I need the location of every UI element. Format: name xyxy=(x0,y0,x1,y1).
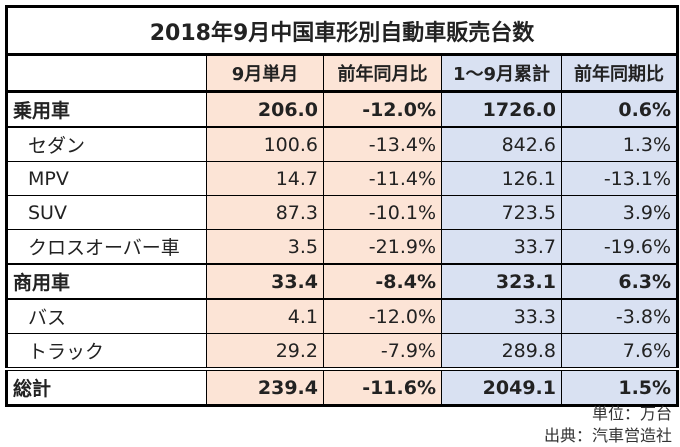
header-cumulative: 1～9月累計 xyxy=(441,53,562,93)
cell-value: -12.0% xyxy=(323,298,442,334)
cell-value: -12.0% xyxy=(323,90,442,128)
cell-value: 239.4 xyxy=(206,367,324,407)
cell-value: 2049.1 xyxy=(441,367,562,407)
source-note: 出典：汽車営造社 xyxy=(543,426,672,445)
cell-value: 100.6 xyxy=(206,126,324,162)
header-blank xyxy=(5,53,207,93)
cell-value: 1726.0 xyxy=(441,90,562,128)
cell-value: -8.4% xyxy=(323,263,442,300)
cell-value: 323.1 xyxy=(441,263,562,300)
cell-value: 33.3 xyxy=(441,298,562,334)
cell-value: 7.6% xyxy=(560,333,680,370)
cell-value: -10.1% xyxy=(323,195,442,230)
cell-value: 206.0 xyxy=(206,90,324,128)
unit-note: 単位：万台 xyxy=(591,404,672,423)
table-row: クロスオーバー車 3.5 -21.9% 33.7 -19.6% xyxy=(5,229,680,265)
cell-value: -11.6% xyxy=(323,367,442,407)
cell-value: -19.6% xyxy=(560,229,680,265)
cell-value: -7.9% xyxy=(323,333,442,370)
cell-value: 4.1 xyxy=(206,298,324,334)
table-row: 総計 239.4 -11.6% 2049.1 1.5% xyxy=(5,367,680,407)
cell-value: 842.6 xyxy=(441,126,562,162)
sales-table: 2018年9月中国車形別自動車販売台数 9月単月 前年同月比 1～9月累計 前年… xyxy=(4,5,680,407)
row-label: SUV xyxy=(5,195,207,230)
row-label: トラック xyxy=(5,333,207,370)
cell-value: 1.3% xyxy=(560,126,680,162)
table-row: SUV 87.3 -10.1% 723.5 3.9% xyxy=(5,195,680,230)
cell-value: 723.5 xyxy=(441,195,562,230)
cell-value: 87.3 xyxy=(206,195,324,230)
table-row: トラック 29.2 -7.9% 289.8 7.6% xyxy=(5,333,680,370)
cell-value: 14.7 xyxy=(206,161,324,196)
cell-value: -11.4% xyxy=(323,161,442,196)
cell-value: 33.4 xyxy=(206,263,324,300)
header-row: 9月単月 前年同月比 1～9月累計 前年同期比 xyxy=(5,53,680,93)
cell-value: 3.9% xyxy=(560,195,680,230)
cell-value: -13.1% xyxy=(560,161,680,196)
cell-value: 6.3% xyxy=(560,263,680,300)
row-label: クロスオーバー車 xyxy=(5,229,207,265)
cell-value: 289.8 xyxy=(441,333,562,370)
row-label: セダン xyxy=(5,126,207,162)
table-title: 2018年9月中国車形別自動車販売台数 xyxy=(4,5,680,56)
header-monthly: 9月単月 xyxy=(206,53,324,93)
table-row: 商用車 33.4 -8.4% 323.1 6.3% xyxy=(5,263,680,300)
row-label: MPV xyxy=(5,161,207,196)
table-row: MPV 14.7 -11.4% 126.1 -13.1% xyxy=(5,161,680,196)
row-label: 商用車 xyxy=(5,263,207,300)
table-row: セダン 100.6 -13.4% 842.6 1.3% xyxy=(5,126,680,162)
header-monthly-yoy: 前年同月比 xyxy=(323,53,442,93)
row-label: バス xyxy=(5,298,207,334)
header-cumulative-yoy: 前年同期比 xyxy=(560,53,680,93)
cell-value: -13.4% xyxy=(323,126,442,162)
cell-value: -3.8% xyxy=(560,298,680,334)
cell-value: 29.2 xyxy=(206,333,324,370)
cell-value: 126.1 xyxy=(441,161,562,196)
table-row: 乗用車 206.0 -12.0% 1726.0 0.6% xyxy=(5,90,680,128)
table-row: バス 4.1 -12.0% 33.3 -3.8% xyxy=(5,298,680,334)
cell-value: -21.9% xyxy=(323,229,442,265)
cell-value: 33.7 xyxy=(441,229,562,265)
cell-value: 1.5% xyxy=(560,367,680,407)
cell-value: 0.6% xyxy=(560,90,680,128)
cell-value: 3.5 xyxy=(206,229,324,265)
row-label: 総計 xyxy=(5,367,207,407)
row-label: 乗用車 xyxy=(5,90,207,128)
